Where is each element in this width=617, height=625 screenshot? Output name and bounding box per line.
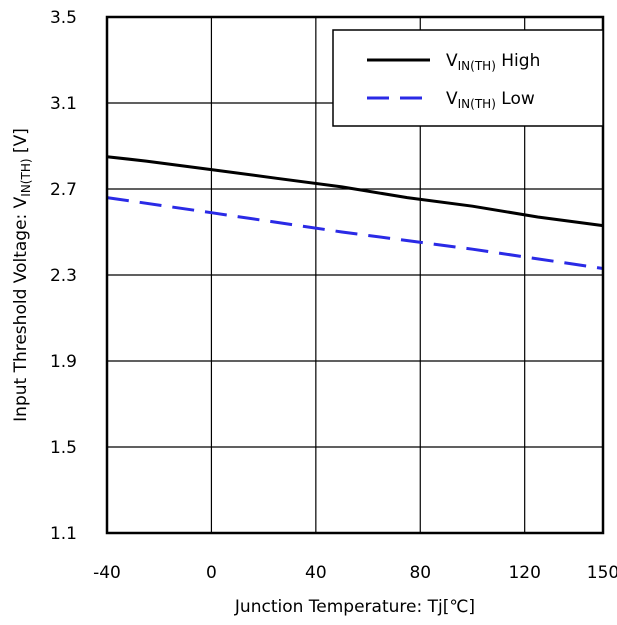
- legend-label-low: VIN(TH) Low: [446, 89, 535, 111]
- legend-box: [332, 29, 604, 127]
- series-layer: [106, 155, 604, 270]
- y-axis-label-sub: IN(TH): [19, 158, 33, 196]
- series-line-low: [106, 196, 604, 270]
- y-tick-label: 3.1: [50, 94, 77, 114]
- y-axis-label: Input Threshold Voltage: VIN(TH) [V]: [11, 128, 33, 422]
- y-tick-label: 3.5: [50, 8, 77, 28]
- legend-low-sub: IN(TH): [458, 97, 496, 111]
- legend-high-main: V: [446, 51, 458, 71]
- x-axis-label: Junction Temperature: Tj[℃]: [234, 597, 475, 617]
- legend-high-sub: IN(TH): [458, 59, 496, 73]
- y-tick-label: 2.3: [50, 266, 77, 286]
- x-tick-label: 40: [305, 563, 327, 583]
- y-tick-label: 2.7: [50, 180, 77, 200]
- legend-label-high: VIN(TH) High: [446, 51, 540, 73]
- y-tick-label: 1.1: [50, 524, 77, 544]
- plot-frame: [105, 15, 605, 535]
- x-tick-label: 120: [508, 563, 540, 583]
- x-tick-label: 150: [587, 563, 617, 583]
- y-axis-label-unit: [V]: [11, 128, 31, 158]
- series-line-high: [106, 155, 604, 228]
- x-tick-label: -40: [93, 563, 121, 583]
- y-tick-label: 1.9: [50, 352, 77, 372]
- tick-labels: -40 0 40 80 120 150 1.1 1.5 1.9 2.3 2.7 3.1 3.5: [50, 8, 617, 583]
- legend-high-suffix: High: [496, 51, 540, 71]
- legend: VIN(TH) High VIN(TH) Low: [332, 29, 604, 127]
- legend-low-suffix: Low: [496, 89, 535, 109]
- y-tick-label: 1.5: [50, 438, 77, 458]
- x-tick-label: 0: [206, 563, 217, 583]
- x-tick-label: 80: [409, 563, 431, 583]
- legend-low-main: V: [446, 89, 458, 109]
- y-axis-label-main: Input Threshold Voltage: V: [11, 196, 31, 422]
